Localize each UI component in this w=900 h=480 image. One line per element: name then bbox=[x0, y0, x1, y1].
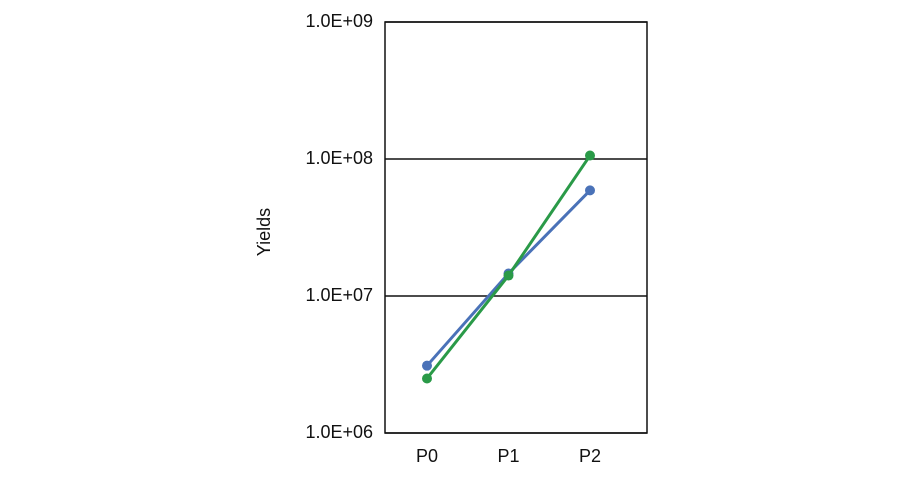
data-point bbox=[422, 360, 432, 371]
x-tick-label: P0 bbox=[416, 446, 438, 466]
plot-frame bbox=[384, 21, 648, 434]
data-point bbox=[503, 270, 514, 281]
y-tick-label: 1.0E+09 bbox=[305, 11, 373, 31]
data-point bbox=[585, 150, 595, 161]
series-line bbox=[425, 154, 592, 380]
data-point bbox=[422, 373, 432, 384]
x-tick-label: P1 bbox=[497, 446, 519, 466]
y-tick-label: 1.0E+08 bbox=[305, 148, 373, 168]
y-axis-label: Yields bbox=[254, 208, 274, 256]
data-point bbox=[585, 185, 595, 196]
y-tick-label: 1.0E+06 bbox=[305, 422, 373, 442]
y-tick-label: 1.0E+07 bbox=[305, 285, 373, 305]
x-tick-label: P2 bbox=[579, 446, 601, 466]
